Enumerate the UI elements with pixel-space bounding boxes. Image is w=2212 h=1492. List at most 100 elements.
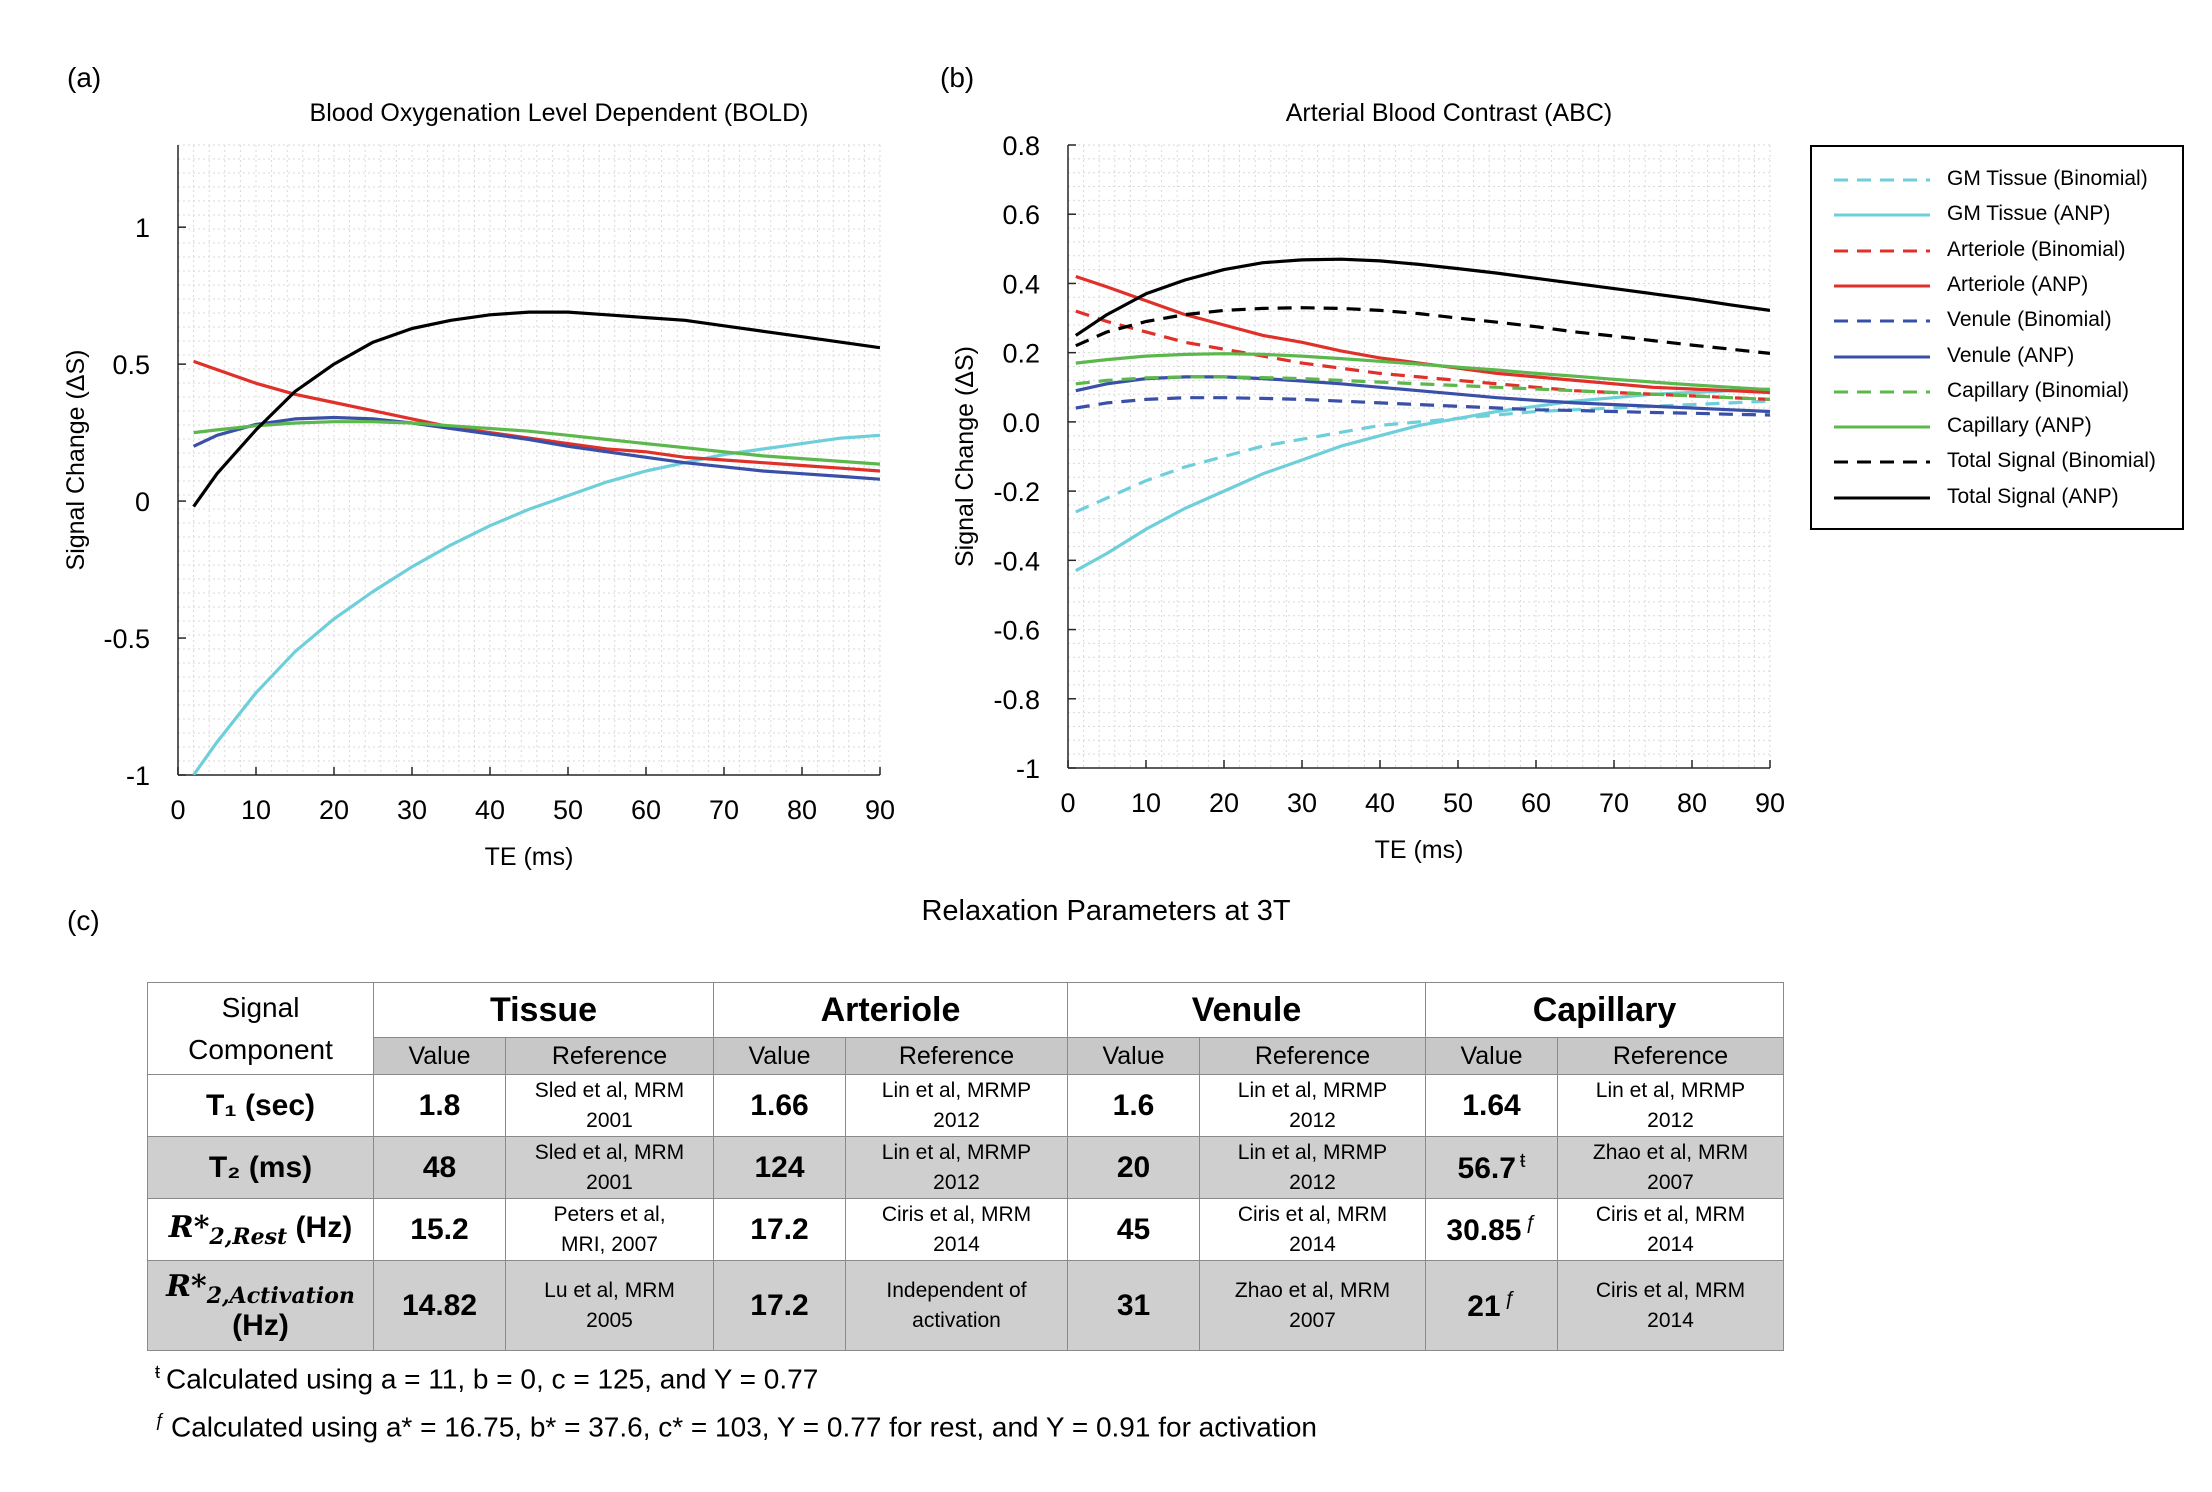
bold-chart: 0 10 20 30 40 50 60 70 80 90 -1 -0.5 0 0.5 1 Blood Oxyg… xyxy=(62,99,895,870)
legend-item: GM Tissue (Binomial) xyxy=(1812,163,2186,197)
x-tick-label: 0 xyxy=(1060,788,1075,818)
reference-line: 2014 xyxy=(1289,1232,1336,1256)
abc-series-venule-anp xyxy=(1075,375,1770,414)
legend-item: Capillary (Binomial) xyxy=(1812,375,2186,409)
reference-line: Peters et al, xyxy=(553,1202,666,1226)
reference-line: Ciris et al, MRM xyxy=(881,1202,1032,1226)
value-text: 1.64 xyxy=(1462,1088,1521,1122)
reference-line: 2012 xyxy=(1289,1108,1336,1132)
subheader-reference: Reference xyxy=(1557,1037,1784,1075)
y-tick-label: 1 xyxy=(135,213,150,243)
reference-line: 2007 xyxy=(1289,1308,1336,1332)
reference-line: Zhao et al, MRM xyxy=(1592,1140,1749,1164)
value-cell: 1.8 xyxy=(373,1074,506,1137)
table-title: Relaxation Parameters at 3T xyxy=(921,895,1291,927)
row-label-symbol: R* xyxy=(168,1209,210,1245)
bold-x-axis-label: TE (ms) xyxy=(485,843,574,870)
x-tick-label: 20 xyxy=(1209,788,1239,818)
y-tick-label: -1 xyxy=(1016,754,1040,784)
legend-swatch xyxy=(1834,460,1930,464)
abc-y-axis-label: Signal Change (ΔS) xyxy=(951,346,979,567)
reference-line: 2007 xyxy=(1647,1170,1694,1194)
reference-cell: Lin et al, MRMP 2012 xyxy=(1199,1074,1426,1137)
value-cell: 15.2 xyxy=(373,1198,506,1261)
reference-line: Lu et al, MRM xyxy=(544,1278,675,1302)
legend-label: Total Signal (ANP) xyxy=(1947,484,2119,508)
legend-label: Venule (ANP) xyxy=(1947,343,2075,367)
x-tick-label: 40 xyxy=(475,795,505,825)
abc-chart: 0 10 20 30 40 50 60 70 80 90 -1 -0.8 -0.6 -0.4 -0.2 0.0… xyxy=(951,99,1785,864)
footnote-1-mark: ŧ xyxy=(155,1362,161,1382)
chart-legend: GM Tissue (Binomial) GM Tissue (ANP) Arter… xyxy=(1810,145,2184,530)
group-header-tissue: Tissue xyxy=(373,982,714,1038)
group-header-venule: Venule xyxy=(1067,982,1426,1038)
reference-cell: Ciris et al, MRM 2014 xyxy=(1199,1198,1426,1261)
reference-cell: Sled et al, MRM 2001 xyxy=(505,1136,714,1199)
reference-line: Sled et al, MRM xyxy=(534,1140,685,1164)
x-tick-label: 10 xyxy=(241,795,271,825)
legend-item: Venule (ANP) xyxy=(1812,340,2186,374)
table-row: T₁ (sec) 1.8 Sled et al, MRM 2001 1.66 Lin et… xyxy=(147,1074,1784,1137)
reference-cell: Peters et al, MRI, 2007 xyxy=(505,1198,714,1261)
value-cell: 17.2 xyxy=(713,1260,846,1351)
y-tick-label: 0.0 xyxy=(1002,408,1040,438)
bold-y-axis-label: Signal Change (ΔS) xyxy=(62,350,90,571)
reference-line: Independent of xyxy=(886,1278,1027,1302)
reference-line: Lin et al, MRMP xyxy=(1237,1078,1388,1102)
row-label: R*2,Activation (Hz) xyxy=(147,1260,374,1351)
table-row: R*2,Rest (Hz) 15.2 Peters et al, MRI, 2007 1… xyxy=(147,1198,1784,1261)
legend-label: GM Tissue (ANP) xyxy=(1947,202,2111,226)
value-cell: 31 xyxy=(1067,1260,1200,1351)
reference-cell: Ciris et al, MRM 2014 xyxy=(1557,1198,1784,1261)
value-text: 20 xyxy=(1116,1150,1151,1184)
value-cell: 45 xyxy=(1067,1198,1200,1261)
legend-swatch xyxy=(1834,425,1930,429)
reference-cell: Sled et al, MRM 2001 xyxy=(505,1074,714,1137)
value-text: 1.6 xyxy=(1112,1088,1155,1122)
bold-series-gm-tissue-anp xyxy=(192,433,880,775)
y-tick-label: 0.8 xyxy=(1002,131,1040,161)
reference-cell: Ciris et al, MRM 2014 xyxy=(1557,1260,1784,1351)
reference-line: 2014 xyxy=(1647,1232,1694,1256)
value-text: 31 xyxy=(1116,1288,1151,1322)
reference-line: 2014 xyxy=(933,1232,980,1256)
reference-line: Sled et al, MRM xyxy=(534,1078,685,1102)
x-tick-label: 60 xyxy=(1521,788,1551,818)
x-tick-label: 30 xyxy=(397,795,427,825)
legend-label: Total Signal (Binomial) xyxy=(1947,449,2156,473)
reference-line: Lin et al, MRMP xyxy=(1237,1140,1388,1164)
value-text: 45 xyxy=(1116,1212,1151,1246)
value-text: 30.85 xyxy=(1446,1213,1522,1247)
value-text: 17.2 xyxy=(750,1288,809,1322)
value-text: 21 xyxy=(1467,1289,1501,1323)
value-cell: 1.64 xyxy=(1425,1074,1558,1137)
x-tick-label: 0 xyxy=(170,795,185,825)
reference-line: Zhao et al, MRM xyxy=(1234,1278,1391,1302)
reference-line: 2012 xyxy=(933,1170,980,1194)
y-tick-label: 0 xyxy=(135,487,150,517)
group-header-arteriole: Arteriole xyxy=(713,982,1068,1038)
bold-series-capillary-anp xyxy=(193,420,880,466)
reference-line: activation xyxy=(912,1308,1001,1332)
footnote-2-mark: ƒ xyxy=(155,1410,166,1430)
legend-item: Capillary (ANP) xyxy=(1812,410,2186,444)
reference-line: 2012 xyxy=(933,1108,980,1132)
reference-cell: Lu et al, MRM 2005 xyxy=(505,1260,714,1351)
reference-line: Lin et al, MRMP xyxy=(1595,1078,1746,1102)
y-tick-label: -0.8 xyxy=(993,685,1040,715)
value-text: 1.66 xyxy=(750,1088,809,1122)
subheader-reference: Reference xyxy=(845,1037,1068,1075)
value-text: 14.82 xyxy=(401,1288,478,1322)
y-tick-label: -0.2 xyxy=(993,477,1040,507)
table-row: T₂ (ms) 48 Sled et al, MRM 2001 124 Lin et al… xyxy=(147,1136,1784,1199)
reference-cell: Lin et al, MRMP 2012 xyxy=(1199,1136,1426,1199)
value-cell: 1.6 xyxy=(1067,1074,1200,1137)
row-label: T₂ (ms) xyxy=(147,1136,374,1199)
x-tick-label: 50 xyxy=(553,795,583,825)
subheader-reference: Reference xyxy=(505,1037,714,1075)
value-text: 1.8 xyxy=(418,1088,461,1122)
row-label: T₁ (sec) xyxy=(147,1074,374,1137)
abc-series-venule-binomial xyxy=(1075,396,1770,417)
reference-line: Ciris et al, MRM xyxy=(1595,1278,1746,1302)
legend-item: Arteriole (ANP) xyxy=(1812,269,2186,303)
